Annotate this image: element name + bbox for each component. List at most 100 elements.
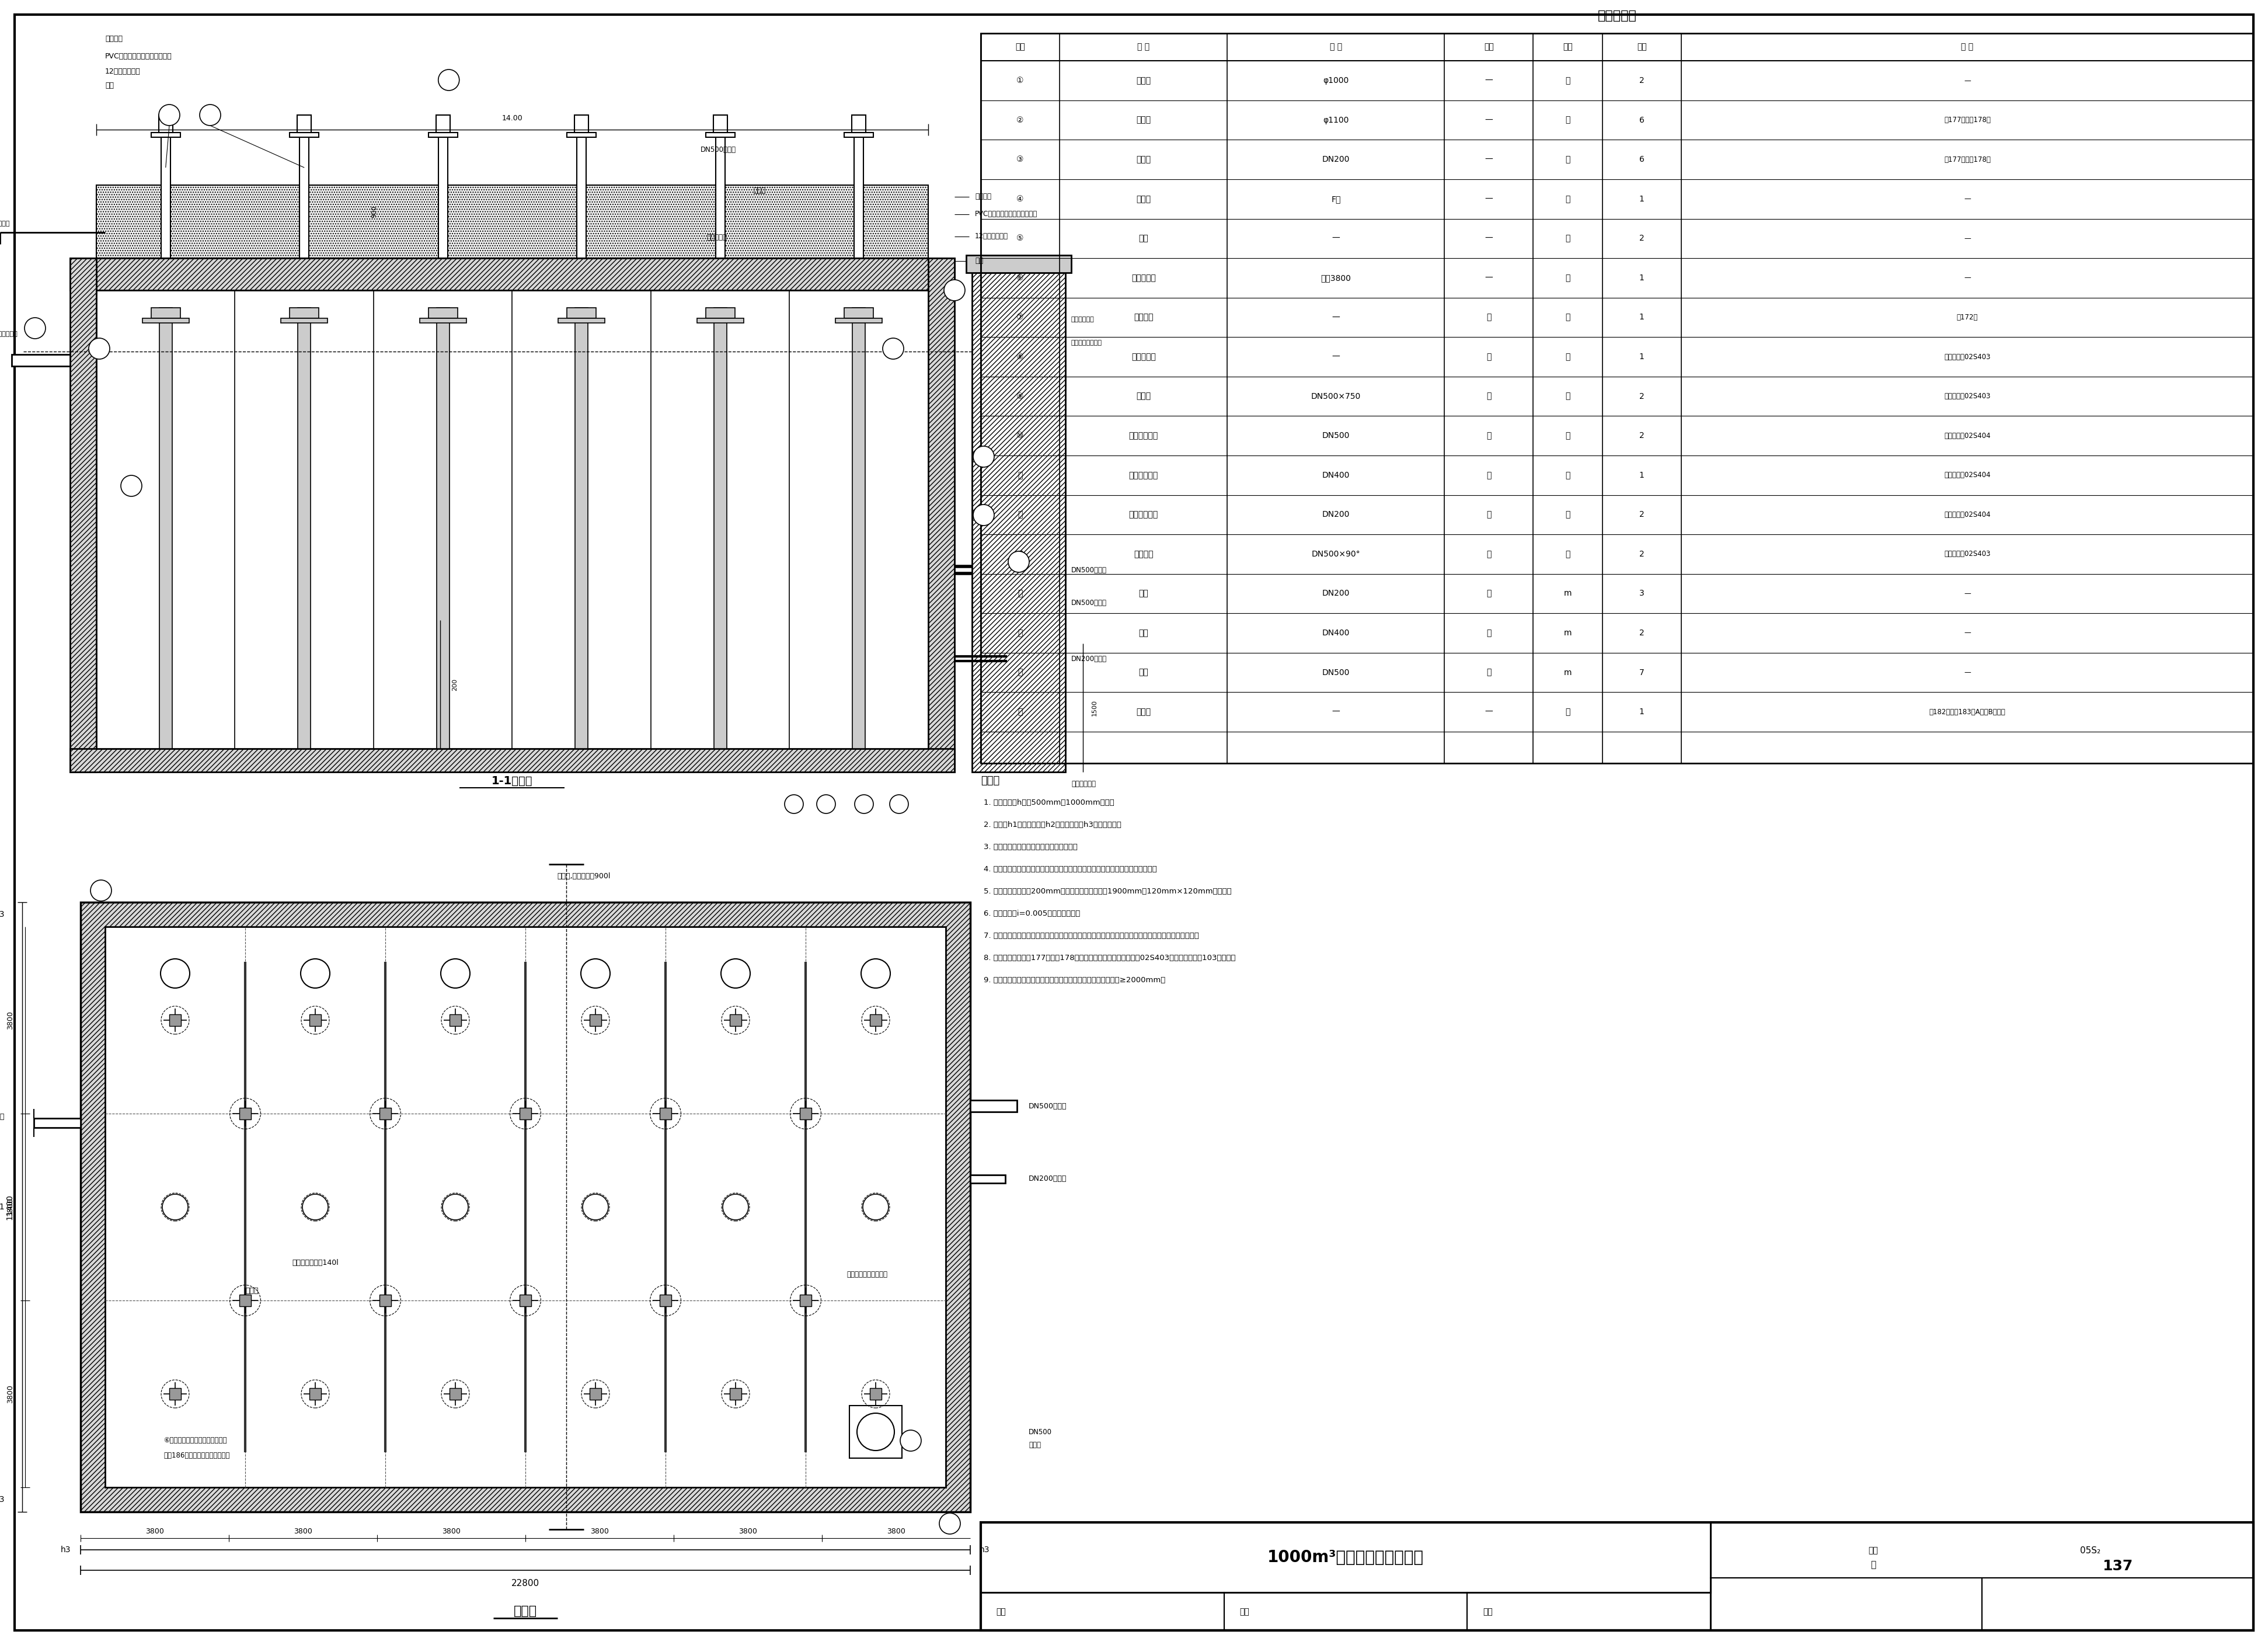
Text: 鑰: 鑰 (1486, 549, 1492, 558)
Bar (82, 901, 971, 1512)
Text: 备 注: 备 注 (1962, 43, 1973, 51)
Bar (730, 1201, 742, 1212)
Circle shape (159, 105, 179, 125)
Text: 11400: 11400 (5, 1194, 14, 1221)
Text: ⑬: ⑬ (1018, 549, 1023, 558)
Text: DN200: DN200 (1322, 589, 1349, 597)
Text: ⑰: ⑰ (1018, 707, 1023, 716)
Text: 7: 7 (891, 345, 896, 352)
Bar (290, 133, 320, 137)
Bar (696, 317, 744, 322)
Text: DN400进水管: DN400进水管 (0, 1114, 5, 1120)
Text: 详见国标图02S403: 详见国标图02S403 (1944, 354, 1991, 360)
Text: 顶板: 顶板 (975, 257, 982, 265)
Bar (1982, 1578, 2254, 1630)
Text: ⑥: ⑥ (1016, 273, 1023, 281)
Text: DN500×90°: DN500×90° (1311, 549, 1361, 558)
Bar (519, 1295, 531, 1306)
Text: 通风管: 通风管 (1136, 156, 1150, 163)
Text: 说明：: 说明： (980, 775, 1000, 786)
Text: 15: 15 (95, 345, 104, 352)
Text: 3800: 3800 (590, 1527, 608, 1535)
Bar (95, 186, 928, 258)
Text: 通风管高出土面140l: 通风管高出土面140l (293, 1260, 338, 1267)
Text: 1: 1 (172, 969, 177, 977)
Text: 3800: 3800 (739, 1527, 758, 1535)
Circle shape (855, 795, 873, 813)
Text: 检修孔: 检修孔 (1136, 77, 1150, 86)
Text: 设计: 设计 (1483, 1607, 1492, 1615)
Text: 允许地下水位: 允许地下水位 (0, 331, 18, 337)
Bar (290, 308, 320, 317)
Text: 顶板: 顶板 (104, 82, 113, 89)
Text: 工程数量表: 工程数量表 (1597, 10, 1637, 21)
Text: 水位传示仪: 水位传示仪 (1132, 273, 1157, 281)
Bar (971, 1175, 1005, 1183)
Text: 第177页、第178页: 第177页、第178页 (1944, 117, 1991, 123)
Bar (850, 1405, 903, 1457)
Text: 5: 5 (129, 482, 134, 490)
Text: 鑰: 鑰 (1486, 470, 1492, 479)
Text: DN200进水管: DN200进水管 (1070, 655, 1107, 663)
Text: 第177页、第178页: 第177页、第178页 (1944, 156, 1991, 163)
Bar (11, 354, 70, 367)
Bar (170, 1388, 181, 1400)
Text: 配资: 配资 (1139, 234, 1148, 242)
Bar (558, 317, 606, 322)
Text: 1500: 1500 (1091, 699, 1098, 716)
Text: 200: 200 (451, 678, 458, 691)
Polygon shape (57, 901, 82, 1512)
Text: 13: 13 (980, 454, 987, 459)
Text: 鑰: 鑰 (1486, 628, 1492, 637)
Bar (70, 748, 955, 772)
Text: 通风管,高出覆土面900l: 通风管,高出覆土面900l (558, 872, 610, 880)
Text: ⑫: ⑫ (1018, 510, 1023, 518)
Text: 详见国标图02S404: 详见国标图02S404 (1944, 472, 1991, 479)
Bar (730, 1015, 742, 1026)
Text: 1-1剖面图: 1-1剖面图 (492, 775, 533, 786)
Text: φ1100: φ1100 (1322, 117, 1349, 123)
Bar (159, 115, 172, 133)
Bar (1467, 1592, 1710, 1630)
Circle shape (862, 959, 891, 989)
Text: ②: ② (1016, 117, 1023, 123)
Text: DN200: DN200 (1322, 510, 1349, 518)
Text: DN500: DN500 (1322, 431, 1349, 439)
Circle shape (939, 1513, 959, 1535)
Text: 鑰管: 鑰管 (1139, 589, 1148, 597)
Bar (161, 133, 170, 258)
Text: 14.00: 14.00 (501, 114, 522, 122)
Text: ⑪: ⑪ (1018, 470, 1023, 479)
Bar (240, 1295, 252, 1306)
Circle shape (120, 475, 143, 497)
Text: 只: 只 (1565, 431, 1569, 439)
Text: 14: 14 (896, 801, 903, 808)
Bar (714, 308, 726, 748)
Text: 12: 12 (860, 801, 869, 808)
Text: 水管距高度相同间: 水管距高度相同间 (1070, 341, 1102, 345)
Text: ⑨: ⑨ (1016, 392, 1023, 400)
Text: 鑰: 鑰 (1486, 510, 1492, 518)
Text: 6. 池底排水坡i=0.005，排向吸水坑。: 6. 池底排水坡i=0.005，排向吸水坑。 (984, 910, 1080, 918)
Circle shape (785, 795, 803, 813)
Bar (143, 317, 188, 322)
Text: 6: 6 (873, 969, 878, 977)
Bar (567, 308, 596, 317)
Text: 22800: 22800 (510, 1579, 540, 1587)
Text: h3: h3 (0, 910, 5, 918)
Text: 局性防水套管: 局性防水套管 (1129, 431, 1159, 439)
Text: 2: 2 (1640, 234, 1644, 242)
Text: 溢水井进、出: 溢水井进、出 (1070, 316, 1095, 322)
Text: F型: F型 (1331, 194, 1340, 202)
Bar (973, 273, 1066, 772)
Bar (379, 1107, 390, 1120)
Bar (971, 1101, 1016, 1112)
Text: 页: 页 (1871, 1561, 1876, 1569)
Text: —: — (1331, 352, 1340, 360)
Bar (574, 115, 590, 133)
Text: 数量: 数量 (1637, 43, 1647, 51)
Text: DN500×750: DN500×750 (1311, 392, 1361, 400)
Bar (308, 1201, 322, 1212)
Bar (308, 1388, 322, 1400)
Text: —: — (1964, 275, 1971, 281)
